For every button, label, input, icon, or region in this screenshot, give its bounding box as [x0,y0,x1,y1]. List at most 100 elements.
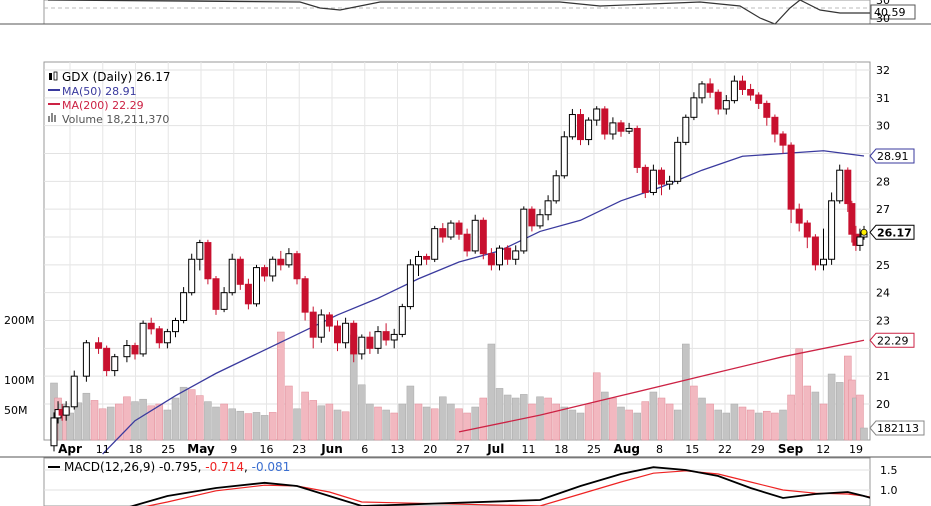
candle-body [848,203,856,235]
candle-body [155,328,163,344]
candle-body [131,345,139,355]
price-tick-label: 32 [876,64,890,77]
ma200-path [458,339,865,433]
volume-bar [763,410,771,441]
volume-bar [260,415,269,441]
top-tick: 30 [876,0,890,7]
candle-body [560,136,568,177]
candle-body [82,342,90,377]
candle-body [471,219,479,252]
candle-body [811,236,819,266]
volume-bar [187,389,196,441]
volume-bar [609,397,617,441]
candle-body [577,114,584,141]
top-indicator-line [47,0,870,25]
candle-body [366,336,374,349]
volume-bar [487,343,496,441]
candle-body [95,342,103,349]
volume-bar [455,408,463,441]
candle-body [601,108,609,135]
date-tick-label: Aug [614,442,640,456]
top-value-badge [870,4,916,20]
date-tick-label: 16 [260,443,274,456]
volume-bar [90,400,99,441]
volume-bar [714,409,722,441]
candle-body [244,283,252,305]
volume-bar [358,384,366,441]
volume-icon [48,116,50,122]
candle-body [512,250,520,260]
legend-label: MA(50) 28.91 [62,85,137,98]
volume-bars [50,331,868,441]
volume-bar [325,403,334,441]
candle-body [496,247,503,266]
volume-bar [698,397,706,441]
candle-body [139,322,147,355]
volume-bar [293,408,301,441]
date-tick-label: 15 [685,443,699,456]
volume-bar [382,409,390,441]
volume-bar [163,409,172,441]
candle-body [666,180,674,185]
price-badge-label: 22.29 [877,334,909,347]
date-tick-label: 29 [751,443,765,456]
volume-bar [236,410,245,441]
candle-body [844,169,852,205]
candle-body [820,258,827,266]
price-tick-label: 24 [876,287,890,300]
candle-body [747,88,755,96]
volume-bar [277,331,285,441]
volume-bar [374,406,382,441]
candle-body [836,169,844,202]
date-tick-label: 22 [718,443,732,456]
date-tick-label: Apr [58,442,82,456]
candle-body [123,345,131,358]
volume-bar [220,403,228,441]
price-tick-label: 30 [876,120,890,133]
volume-bar [682,343,690,441]
candle-body [196,242,204,260]
price-badge [869,224,915,240]
volume-bar [528,403,536,441]
candle-body [714,91,722,110]
volume-bar [171,397,180,441]
volume-bar [754,412,763,441]
candle-body [536,214,544,227]
macd-tick-label: 1.5 [880,464,898,477]
volume-bar [503,394,512,441]
volume-bar [657,397,666,441]
date-tick-label: 11 [522,443,536,456]
volume-bar [706,403,714,441]
volume-bar [406,385,415,441]
candle-body [277,258,285,266]
date-tick-label: 18 [554,443,568,456]
volume-bar [422,406,431,441]
macd-legend-part: -0.795 [155,460,198,474]
volume-bar [617,406,625,441]
candle-body [188,258,196,294]
volume-bar [738,406,747,441]
date-tick-label: 27 [456,443,470,456]
last-price-marker [860,228,868,236]
top-tick: 30 [876,12,890,25]
volume-bar [196,395,204,441]
volume-bar [366,403,374,441]
candle-body [358,336,366,355]
volume-bar [106,406,115,441]
date-tick-label: 6 [361,443,368,456]
volume-bar [301,391,309,441]
candle-body [212,278,220,310]
price-axis: 32 31 30 28 27 25 24 23 21 20 28.91 26.17 22.29 [869,64,915,411]
date-tick-label: 13 [391,443,405,456]
volume-bar [447,403,455,441]
volume-bar [730,403,739,441]
volume-bar [601,391,609,441]
candle-body [62,406,70,416]
volume-bar [803,385,812,441]
macd-legend-part: -0.081 [252,460,291,474]
macd-legend-part: , [244,460,252,474]
candle-body [163,331,171,344]
candle-body [398,306,406,335]
candle-body [334,325,341,344]
candle-body [698,83,706,99]
